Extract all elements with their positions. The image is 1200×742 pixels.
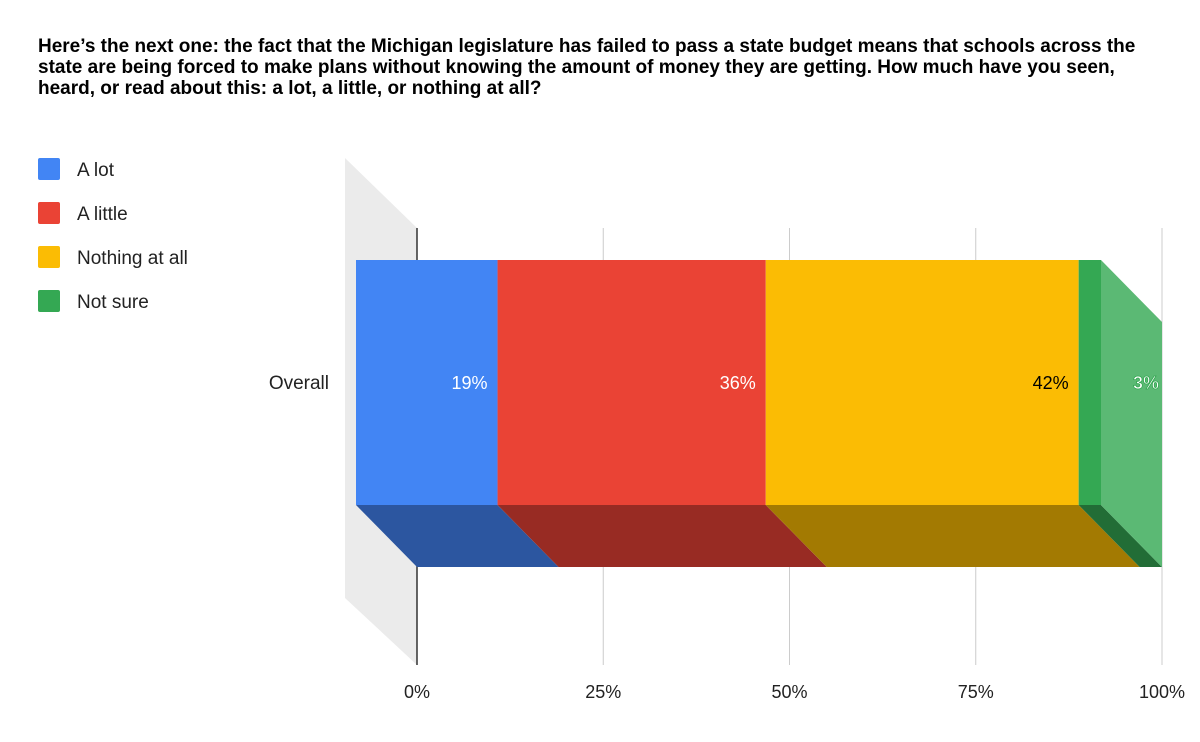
legend-swatch (38, 246, 60, 268)
chart-title: Here’s the next one: the fact that the M… (38, 36, 1136, 99)
x-tick-label: 25% (585, 682, 621, 702)
bar-end-face (1101, 260, 1162, 567)
bar-bottom-face (356, 505, 559, 567)
legend-swatch (38, 202, 60, 224)
legend-swatch (38, 290, 60, 312)
bar-bottom-face (497, 505, 827, 567)
bar-segment-a-little (497, 260, 766, 505)
data-label: 42% (1033, 373, 1069, 393)
x-tick-label: 100% (1139, 682, 1185, 702)
legend-label: A little (77, 204, 128, 225)
bar-bottom-face (1078, 505, 1162, 567)
category-label: Overall (269, 373, 329, 394)
x-tick-label: 0% (404, 682, 430, 702)
legend-swatch (38, 158, 60, 180)
data-label: 36% (720, 373, 756, 393)
x-tick-label: 75% (958, 682, 994, 702)
x-tick-label: 50% (771, 682, 807, 702)
legend-label: A lot (77, 160, 115, 181)
legend-label: Nothing at all (77, 248, 188, 269)
bar-segment-nothing-at-all (765, 260, 1079, 505)
bar-segment-not-sure (1078, 260, 1101, 505)
bar-bottom-face (765, 505, 1140, 567)
data-label: 3% (1133, 373, 1159, 393)
data-label: 19% (452, 373, 488, 393)
bar-segment-a-lot (356, 260, 498, 505)
legend-label: Not sure (77, 292, 149, 313)
